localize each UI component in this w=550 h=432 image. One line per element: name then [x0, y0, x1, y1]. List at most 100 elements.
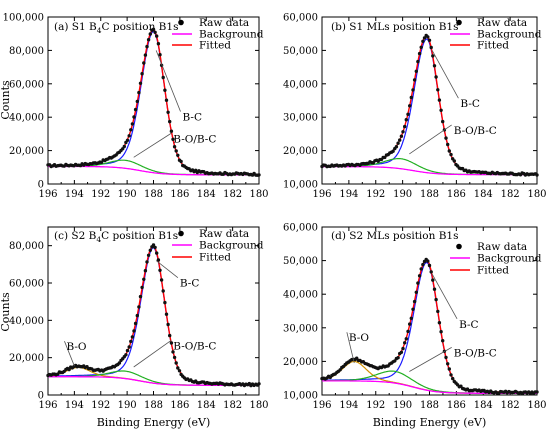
raw-data-point: [155, 34, 159, 38]
raw-data-point: [396, 356, 400, 360]
raw-data-point: [124, 353, 128, 357]
raw-data-point: [535, 390, 539, 394]
y-tick-label: 50,000: [283, 256, 318, 267]
legend-raw-label: Raw data: [477, 241, 527, 253]
y-tick-label: 40,000: [283, 79, 318, 90]
raw-data-point: [143, 269, 148, 273]
x-tick-label: 184: [474, 400, 493, 411]
raw-data-point: [401, 130, 405, 134]
x-tick-label: 196: [38, 189, 57, 200]
x-tick-label: 190: [393, 189, 412, 200]
raw-data-point: [156, 258, 161, 262]
background-curve: [322, 380, 537, 394]
x-tick-label: 190: [118, 400, 137, 411]
annotation-leader: [346, 332, 355, 364]
raw-data-point: [153, 30, 157, 34]
raw-data-point: [416, 281, 420, 285]
raw-data-point: [158, 53, 162, 57]
raw-data-point: [403, 124, 407, 129]
legend-raw-label: Raw data: [477, 17, 527, 29]
raw-data-point: [135, 313, 139, 318]
panel-c-title: (c) S2 B4C position B1s: [54, 230, 178, 244]
panel-d-legend: Raw data Background Fitted: [450, 241, 542, 277]
x-tick-label: 186: [447, 189, 466, 200]
x-tick-label: 186: [170, 400, 189, 411]
raw-data-point: [148, 248, 152, 252]
raw-data-point: [427, 263, 432, 268]
legend-raw-marker: [456, 243, 462, 250]
y-tick-label: 0: [38, 391, 44, 402]
legend-fitted-label: Fitted: [477, 265, 509, 277]
raw-data-point: [257, 382, 261, 386]
raw-data-point: [146, 38, 151, 42]
x-tick-label: 182: [501, 400, 520, 411]
raw-data-point: [135, 99, 139, 104]
raw-data-point: [411, 88, 415, 92]
raw-data-point: [408, 322, 412, 326]
raw-data-point: [161, 289, 165, 293]
raw-data-point: [130, 335, 135, 339]
y-tick-label: 60,000: [9, 79, 44, 90]
y-tick-label: 40,000: [9, 316, 44, 327]
raw-data-point: [122, 144, 127, 149]
raw-data-point: [164, 98, 169, 102]
raw-data-point: [172, 145, 177, 149]
fitted-curve: [321, 259, 537, 394]
annotation-leader: [409, 347, 452, 372]
legend-raw-marker: [178, 19, 184, 26]
raw-data-point: [155, 251, 159, 255]
legend-background-label: Background: [199, 29, 264, 41]
plot-area-1: 196 194 192 190 188 186 184 182 180 0 20,000 40,000…: [3, 13, 269, 201]
raw-data-point: [174, 361, 178, 365]
raw-data-point: [169, 341, 174, 345]
annotation-leader: [155, 50, 181, 112]
x-tick-label: 186: [170, 189, 189, 200]
raw-data-point: [176, 366, 180, 370]
y-tick-label: 60,000: [283, 13, 318, 24]
legend-raw-marker: [178, 230, 184, 237]
raw-data-point: [431, 54, 435, 58]
raw-data-point: [399, 134, 404, 138]
raw-data-point: [429, 270, 433, 274]
y-tick-label: 30,000: [283, 113, 318, 124]
x-tick-label: 196: [312, 189, 331, 200]
raw-data-point: [129, 128, 133, 132]
raw-data-point: [130, 122, 135, 126]
x-tick-label: 184: [474, 189, 493, 200]
raw-data-point: [161, 75, 165, 80]
raw-data-point: [158, 268, 162, 272]
x-tick-label: 182: [223, 400, 242, 411]
y-tick-label: 20,000: [283, 146, 318, 157]
legend-fitted-label: Fitted: [477, 40, 509, 52]
x-tick-label: 180: [527, 189, 546, 200]
panel-d: (d) S2 MLs position B1s Raw data Backgro…: [321, 226, 542, 429]
legend-background-label: Background: [477, 29, 542, 41]
component-b-c-curve: [322, 38, 534, 175]
raw-data-point: [399, 350, 404, 354]
raw-data-point: [421, 262, 425, 267]
y-tick-label: 60,000: [9, 279, 44, 290]
annotation-label: B-O: [66, 341, 86, 353]
x-tick-label: 184: [197, 400, 216, 411]
raw-data-point: [142, 277, 146, 281]
panel-d-title: (d) S2 MLs position B1s: [331, 230, 459, 242]
x-tick-label: 196: [38, 400, 57, 411]
x-tick-label: 192: [366, 400, 385, 411]
annotation-label: B-O/B-C: [173, 133, 216, 145]
raw-data-point: [421, 39, 425, 43]
raw-data-point: [449, 373, 453, 377]
x-tick-label: 196: [312, 400, 331, 411]
raw-data-point: [132, 329, 136, 333]
raw-data-point: [416, 59, 420, 64]
panel-a-title: (a) S1 B4C position B1s: [54, 21, 178, 35]
raw-data-point: [99, 160, 104, 164]
y-tick-label: 20,000: [9, 146, 44, 157]
legend-raw-label: Raw data: [199, 17, 249, 29]
raw-data-point: [133, 107, 138, 112]
legend-background-label: Background: [477, 253, 542, 265]
raw-data-point: [411, 307, 415, 311]
annotation-label: B-O: [349, 332, 369, 344]
raw-data-point: [151, 27, 156, 31]
raw-data-point: [156, 42, 161, 46]
